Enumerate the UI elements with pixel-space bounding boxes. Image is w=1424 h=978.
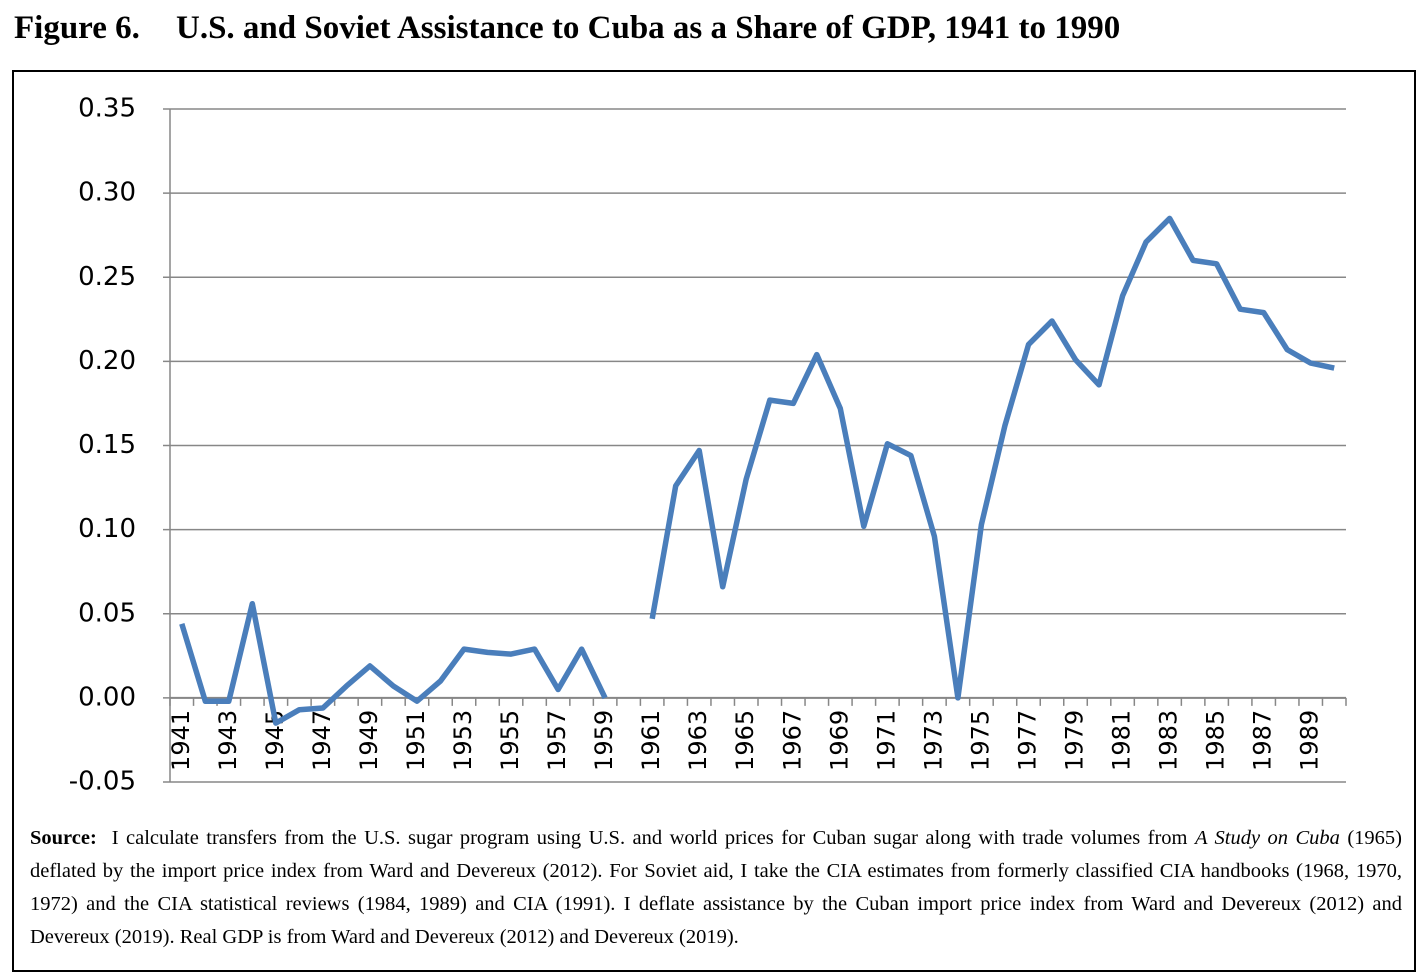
x-tick-label: 1979 <box>1061 710 1089 771</box>
y-tick-label: 0.30 <box>78 178 136 208</box>
x-tick-label: 1973 <box>919 710 947 771</box>
x-tick-label: 1965 <box>731 710 759 771</box>
note-italic: A Study on Cuba <box>1194 827 1340 849</box>
x-tick-label: 1947 <box>308 710 336 771</box>
note-text: (1965) deflated by the import price inde… <box>30 827 1403 948</box>
x-tick-label: 1961 <box>637 710 665 771</box>
x-tick-label: 1953 <box>449 710 477 771</box>
x-tick-label: 1967 <box>778 710 806 771</box>
figure-frame <box>12 70 1416 972</box>
data-line <box>179 215 1335 726</box>
x-tick-label: 1963 <box>684 710 712 771</box>
y-tick-label: 0.00 <box>78 682 136 712</box>
x-tick-label: 1957 <box>543 710 571 771</box>
note-label: Source: <box>30 827 97 849</box>
x-tick-label: 1987 <box>1249 710 1277 771</box>
source-note: Source: I calculate transfers from the U… <box>30 822 1402 954</box>
x-tick-label: 1943 <box>214 710 242 771</box>
x-tick-label: 1975 <box>966 710 994 771</box>
x-tick-label: 1951 <box>402 710 430 771</box>
chart: -0.05 0.00 0.05 0.10 0.15 0.20 0.25 0.30 0.35 194… <box>69 94 1347 797</box>
x-tick-label: 1959 <box>590 710 618 771</box>
x-tick-label: 1969 <box>825 710 853 771</box>
x-tick-label: 1977 <box>1013 710 1041 771</box>
figure-label: Figure 6. <box>14 10 140 46</box>
y-tick-label: 0.20 <box>78 346 136 376</box>
x-tick-label: 1981 <box>1108 710 1136 771</box>
note-text: I calculate transfers from the U.S. suga… <box>111 827 1195 849</box>
x-tick-label: 1971 <box>872 710 900 771</box>
x-tick-label: 1949 <box>355 710 383 771</box>
y-tick-label: 0.35 <box>78 94 136 124</box>
x-tick-label: 1955 <box>496 710 524 771</box>
y-tick-label: -0.05 <box>69 767 136 797</box>
x-tick-label: 1989 <box>1296 710 1324 771</box>
y-tick-label: 0.05 <box>78 598 136 628</box>
x-tick-label: 1985 <box>1202 710 1230 771</box>
x-tick-label: 1983 <box>1155 710 1183 771</box>
y-tick-label: 0.10 <box>78 514 136 544</box>
chart-title: U.S. and Soviet Assistance to Cuba as a … <box>176 10 1121 46</box>
y-tick-label: 0.25 <box>78 262 136 292</box>
y-tick-label: 0.15 <box>78 430 136 460</box>
x-tick-label: 1941 <box>167 710 195 771</box>
